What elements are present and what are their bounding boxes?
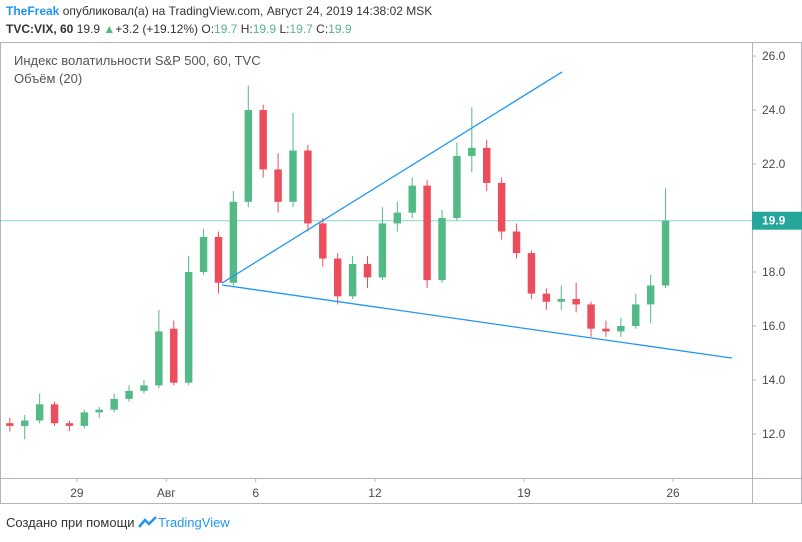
candle-body — [557, 299, 565, 302]
published: опубликовал(а) на TradingView.com, Авгус… — [62, 4, 433, 18]
candle-body — [617, 326, 625, 332]
candle-body — [438, 218, 446, 281]
last-price-box — [752, 211, 802, 230]
change: +3.2 (+19.12%) — [115, 22, 199, 36]
candle-body — [289, 150, 297, 202]
candle-body — [35, 404, 44, 421]
x-tick-label: 29 — [70, 486, 84, 500]
x-tick-label: Авг — [157, 486, 176, 500]
footer-brand[interactable]: TradingView — [158, 515, 230, 530]
plot-area — [0, 71, 752, 440]
last-price-label: 19.9 — [762, 214, 786, 228]
close-value: 19.9 — [328, 22, 352, 36]
candle-body — [259, 110, 267, 170]
candle-body — [125, 390, 133, 399]
trend-line — [221, 284, 733, 359]
frame — [0, 42, 802, 504]
candle-body — [21, 420, 29, 426]
candle-body — [512, 231, 521, 254]
candle-body — [304, 150, 312, 224]
candle-body — [140, 385, 148, 391]
x-tick-label: 12 — [368, 486, 382, 500]
candle-body — [572, 299, 580, 305]
footer: Создано при помощи TradingView — [6, 515, 230, 530]
candle-body — [408, 185, 416, 213]
price: 19.9 — [76, 22, 101, 36]
legend-volume: Объём (20) — [14, 71, 82, 86]
candle-body — [393, 212, 402, 224]
candle-body — [319, 223, 327, 259]
candle-body — [453, 155, 461, 219]
y-tick-label: 26.0 — [762, 49, 786, 63]
candle-body — [602, 328, 610, 332]
y-tick-label: 24.0 — [762, 103, 786, 117]
high-label: H: — [240, 22, 253, 36]
candle-body — [423, 185, 431, 281]
y-tick-label: 16.0 — [762, 319, 786, 333]
candle-body — [6, 423, 14, 426]
legend-title: Индекс волатильности S&P 500, 60, TVC — [14, 53, 261, 68]
open-value: 19.7 — [214, 22, 238, 36]
candle-body — [527, 253, 536, 294]
candle-body — [155, 331, 163, 386]
candle-body — [483, 147, 491, 183]
x-tick-label: 19 — [517, 486, 531, 500]
footer-text: Создано при помощи — [6, 515, 135, 530]
x-tick-label: 26 — [666, 486, 680, 500]
low-value: 19.7 — [289, 22, 313, 36]
candle-body — [587, 304, 595, 329]
candle-body — [661, 220, 670, 286]
author[interactable]: TheFreak — [6, 4, 60, 18]
symbol-line: TVC:VIX, 60 19.9 ▲+3.2 (+19.12%) O:19.7 … — [6, 22, 352, 36]
candle-body — [199, 236, 208, 273]
candle-body — [170, 328, 178, 383]
chart: Индекс волатильности S&P 500, 60, TVC Об… — [0, 42, 802, 504]
candle-body — [65, 423, 74, 426]
candle-body — [214, 236, 223, 283]
candle-body — [497, 182, 506, 232]
candle-body — [50, 404, 59, 424]
arrow: ▲ — [103, 22, 116, 36]
candle-body — [363, 263, 372, 278]
header-line: TheFreak опубликовал(а) на TradingView.c… — [6, 4, 432, 18]
candle-body — [229, 201, 238, 283]
candle-body — [184, 272, 193, 383]
candle-body — [632, 304, 640, 327]
candle-body — [333, 258, 342, 297]
candle-body — [95, 409, 103, 413]
candle-body — [244, 110, 253, 202]
candle-body — [378, 223, 387, 278]
candle-body — [80, 412, 89, 426]
y-tick-label: 12.0 — [762, 427, 786, 441]
low-label: L: — [279, 22, 290, 36]
candle-body — [646, 285, 655, 305]
symbol: TVC:VIX, 60 — [6, 22, 74, 36]
open-label: O: — [201, 22, 215, 36]
y-tick-label: 18.0 — [762, 265, 786, 279]
candle-body — [110, 398, 118, 410]
candle-body — [348, 263, 357, 297]
x-tick-label: 6 — [252, 486, 259, 500]
candle-body — [274, 169, 282, 202]
candle-body — [542, 293, 551, 302]
candle-body — [468, 147, 476, 156]
y-tick-label: 22.0 — [762, 157, 786, 171]
logo — [138, 516, 158, 528]
high-value: 19.9 — [252, 22, 277, 36]
close-label: C: — [316, 22, 329, 36]
trend-line — [221, 71, 563, 284]
y-tick-label: 14.0 — [762, 373, 786, 387]
